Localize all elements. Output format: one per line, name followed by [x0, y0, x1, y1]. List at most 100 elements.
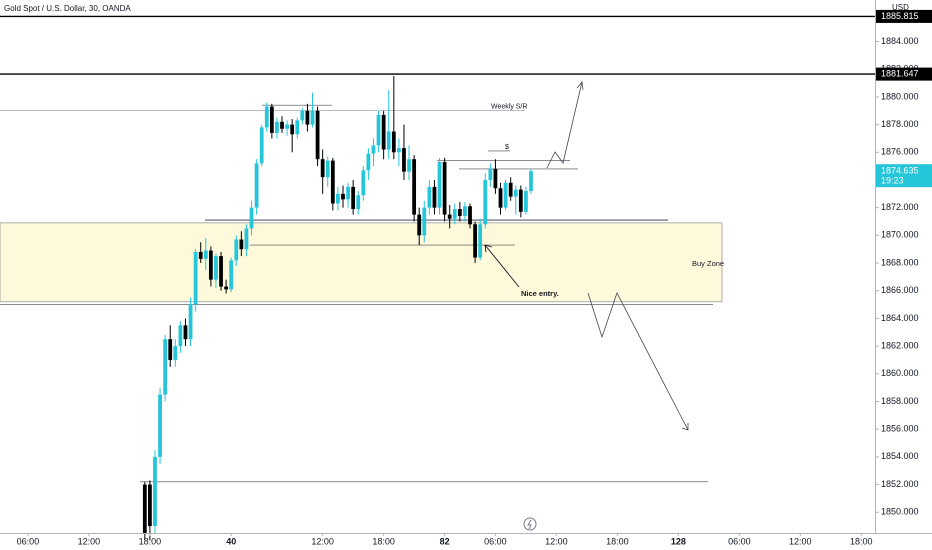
candle-body: [371, 145, 376, 154]
candle-body: [280, 121, 284, 129]
x-tick-label: 06:00: [484, 536, 507, 546]
x-tick-label: 18:00: [606, 536, 629, 546]
x-tick-label: 12:00: [311, 536, 334, 546]
last-price-tag: [876, 164, 932, 188]
candle-body: [178, 325, 183, 347]
candle-body: [351, 186, 356, 210]
candle-body: [407, 159, 411, 172]
candle-body: [198, 251, 203, 259]
candle-body: [300, 110, 305, 121]
candle-body: [346, 186, 350, 200]
y-tick-label: 1850.000: [881, 507, 919, 517]
y-tick-label: 1864.000: [881, 313, 919, 323]
y-tick-label: 1866.000: [881, 285, 919, 295]
candle-body: [376, 114, 381, 146]
candle-body: [219, 256, 223, 287]
candle-body: [518, 189, 523, 212]
replay-icon[interactable]: [523, 517, 537, 531]
candle-body: [208, 250, 213, 280]
candle-body: [147, 484, 152, 527]
candle-body: [503, 182, 508, 208]
candle-body: [325, 160, 330, 178]
y-tick-label: 1852.000: [881, 479, 919, 489]
candle-body: [488, 168, 493, 180]
layers: Weekly S/R $ Nice entry. Buy Zone: [0, 15, 875, 540]
x-tick-label: 82: [440, 536, 450, 546]
candle-body: [153, 456, 157, 527]
x-tick-label: 12:00: [78, 536, 101, 546]
candle-body: [457, 209, 462, 216]
y-tick-label: 1858.000: [881, 396, 919, 406]
candle-body: [386, 131, 391, 150]
candle-body: [163, 339, 168, 395]
candle-body: [224, 286, 229, 290]
candle-body: [442, 161, 447, 215]
y-tick-label: 1876.000: [881, 147, 919, 157]
x-tick-label: 18:00: [139, 536, 162, 546]
candle-body: [290, 124, 295, 135]
candle-body: [437, 161, 442, 208]
candle-body: [412, 159, 417, 215]
price-tag: [876, 67, 932, 81]
candle-body: [529, 171, 533, 192]
candle-body: [158, 394, 162, 457]
candle-body: [244, 228, 249, 250]
price-tag-label: 1885.815: [881, 11, 919, 21]
candle-body: [432, 186, 437, 208]
entry-arrow: [484, 244, 520, 288]
x-tick-label: 18:00: [372, 536, 395, 546]
annotation: $: [505, 144, 509, 151]
candle-body: [264, 106, 269, 128]
x-tick-label: 40: [226, 536, 236, 546]
last-price-label: 1874.635: [881, 166, 919, 176]
annotation: Weekly S/R: [491, 104, 527, 111]
candle-body: [381, 114, 386, 150]
y-tick-label: 1878.000: [881, 119, 919, 129]
countdown: 19:23: [881, 176, 904, 186]
candle-body: [239, 239, 244, 250]
candle-body: [285, 124, 289, 129]
x-tick-label: 06:00: [17, 536, 40, 546]
candle-body: [493, 168, 498, 189]
y-tick-label: 1880.000: [881, 91, 919, 101]
candle-body: [315, 110, 320, 160]
candle-body: [269, 106, 274, 133]
candle-body: [463, 206, 467, 216]
candle-body: [427, 186, 432, 208]
candle-body: [188, 304, 193, 340]
candle-body: [214, 256, 218, 280]
candle-body: [305, 110, 310, 125]
y-tick-label: 1862.000: [881, 340, 919, 350]
candle-body: [320, 159, 325, 178]
y-tick-label: 1854.000: [881, 451, 919, 461]
up-arrow: [546, 81, 584, 169]
down-arrow: [587, 291, 689, 431]
candle-body: [295, 120, 300, 135]
candle-body: [336, 193, 340, 204]
candle-body: [402, 148, 406, 172]
candle-body: [168, 339, 173, 360]
candle-body: [173, 346, 178, 360]
candle-body: [229, 260, 234, 290]
y-tick-label: 1860.000: [881, 368, 919, 378]
x-tick-label: 06:00: [728, 536, 751, 546]
y-tick-label: 1868.000: [881, 257, 919, 267]
chart-title: Gold Spot / U.S. Dollar, 30, OANDA: [4, 4, 131, 13]
x-tick-label: 128: [671, 536, 686, 546]
x-tick-label: 12:00: [789, 536, 812, 546]
candle-body: [275, 121, 279, 133]
annotation: Nice entry.: [521, 289, 559, 298]
candle-body: [422, 207, 427, 236]
candle-body: [391, 131, 396, 153]
x-tick-label: 18:00: [850, 536, 873, 546]
candle-body: [366, 153, 371, 171]
candle-body: [473, 224, 478, 258]
candle-body: [183, 325, 188, 340]
candle-body: [498, 188, 503, 208]
candle-body: [310, 110, 315, 125]
candle-body: [193, 251, 198, 305]
candle-body: [447, 214, 452, 219]
candle-body: [417, 214, 422, 236]
candle-body: [356, 195, 361, 210]
candle-body: [203, 250, 208, 259]
